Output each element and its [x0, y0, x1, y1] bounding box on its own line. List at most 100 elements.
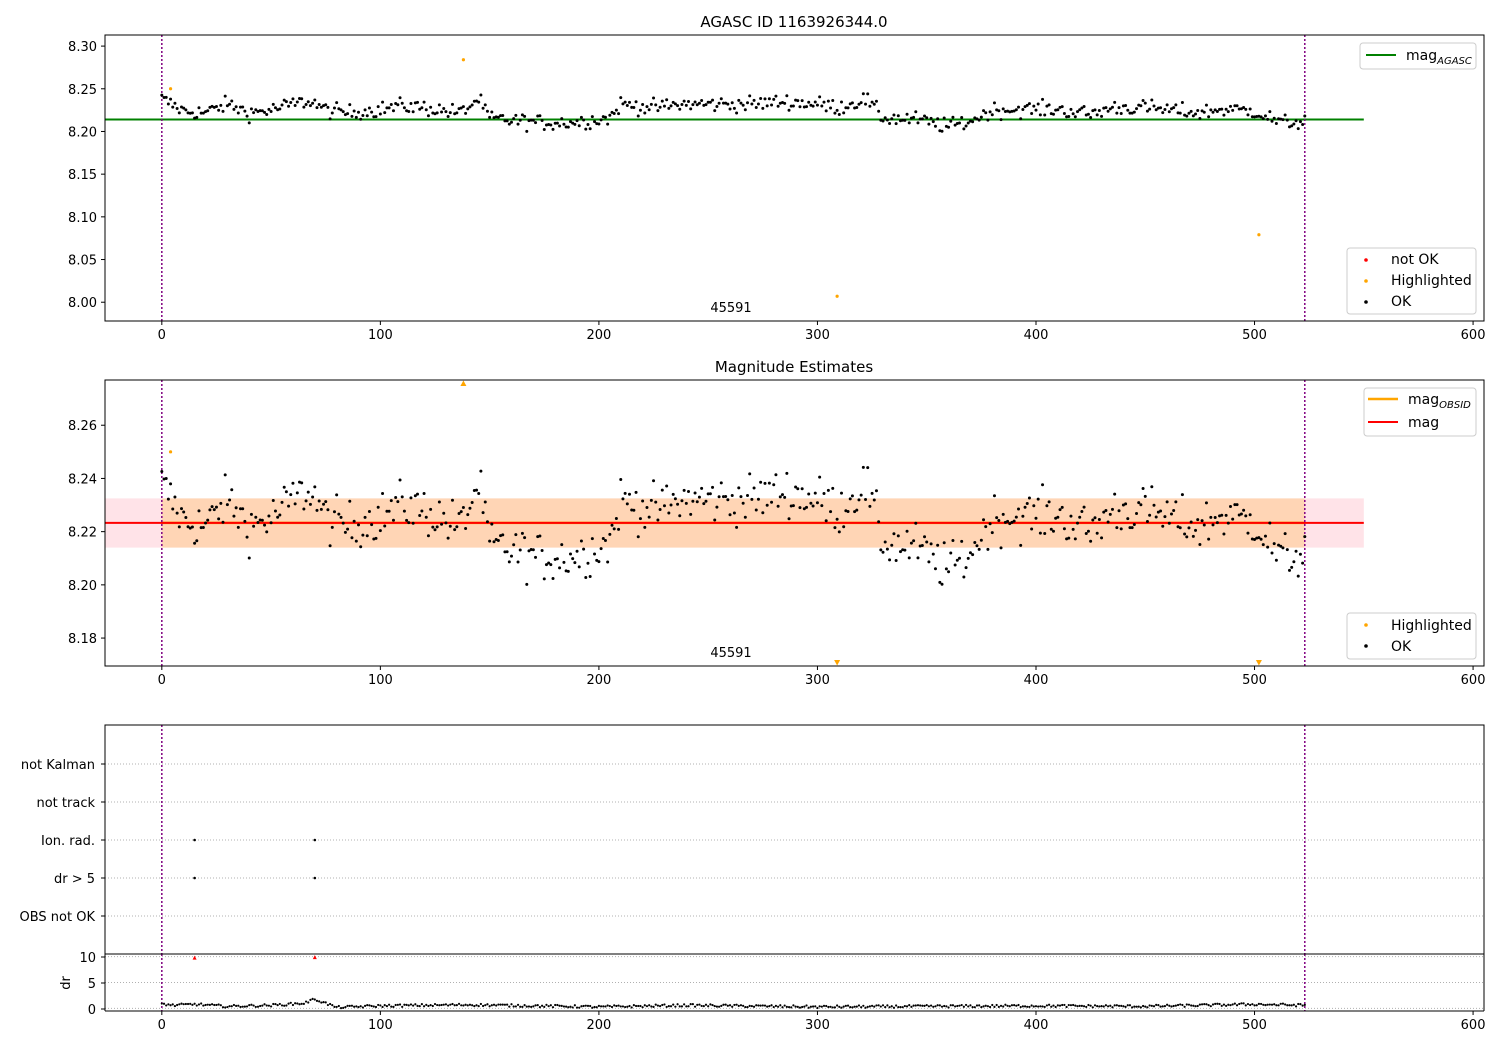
ok-point [641, 499, 645, 503]
dr-point [1222, 1003, 1226, 1006]
dr-point [840, 1006, 843, 1009]
ok-point [912, 115, 916, 119]
ok-point [1294, 549, 1298, 553]
dr-point [962, 1005, 965, 1008]
dr-point [1019, 1005, 1022, 1009]
dr-point [691, 1003, 694, 1006]
ok-point [1089, 115, 1093, 119]
ok-point [1274, 122, 1278, 126]
dr-point [903, 1004, 906, 1008]
ok-point [1274, 558, 1278, 562]
ok-point [617, 527, 621, 531]
dr-point [540, 1004, 544, 1007]
dr-point [803, 1005, 806, 1008]
ok-point [512, 117, 516, 121]
ok-point [868, 104, 872, 108]
ok-point [1253, 538, 1257, 542]
ok-point [754, 105, 758, 109]
dr-point [1085, 1005, 1088, 1009]
ok-point [1167, 521, 1171, 525]
ok-point [628, 100, 632, 104]
ok-point [853, 510, 857, 514]
ok-point [514, 533, 518, 537]
ok-point [284, 100, 288, 104]
dr-point [595, 1006, 598, 1009]
ok-point [905, 529, 909, 533]
dr-point [442, 1003, 445, 1006]
dr-point [1288, 1004, 1291, 1007]
dr-point [449, 1003, 452, 1006]
ok-point [885, 547, 889, 551]
ok-point [461, 505, 465, 509]
ok-point [1220, 107, 1224, 111]
ok-point [1086, 112, 1090, 116]
panel1-xtick-label-400: 400 [1024, 328, 1049, 343]
dr-point [1216, 1002, 1219, 1005]
ok-point [697, 495, 701, 499]
ok-point [1128, 111, 1132, 115]
ok-point [265, 112, 269, 116]
ok-point [160, 470, 164, 474]
ok-point [691, 499, 695, 503]
ok-point [1172, 106, 1176, 110]
dr-point [919, 1004, 922, 1007]
ok-point [990, 113, 994, 117]
ok-point [1180, 101, 1184, 105]
ok-point [544, 563, 548, 567]
ok-point [1078, 515, 1082, 519]
ok-point [855, 508, 859, 512]
ok-point [1043, 531, 1047, 535]
ok-point [1196, 109, 1200, 113]
ok-point [551, 577, 555, 581]
dr-point [471, 1004, 474, 1007]
ok-point [881, 119, 885, 123]
ok-point [317, 499, 321, 503]
dr-point [361, 1006, 364, 1009]
dr-point [733, 1003, 736, 1007]
ok-point [315, 508, 319, 512]
ok-point [1141, 99, 1145, 103]
panel1-ytick-label-8.15: 8.15 [68, 168, 97, 183]
ok-point [673, 497, 677, 501]
dr-point [1074, 1004, 1077, 1007]
panel1-title: AGASC ID 1163926344.0 [700, 13, 887, 31]
ok-point [929, 542, 933, 546]
ok-point [829, 106, 833, 110]
ok-point [564, 125, 568, 129]
ok-point [774, 94, 778, 98]
ok-point [966, 121, 970, 125]
ok-point [1204, 103, 1208, 107]
dr-point [868, 1005, 871, 1008]
ok-point [787, 108, 791, 112]
ok-point [549, 563, 553, 567]
dr-point [1135, 1005, 1138, 1008]
dr-point [1229, 1004, 1232, 1007]
dr-point [1087, 1003, 1090, 1007]
dr-point [547, 1005, 550, 1008]
dr-point [508, 1005, 511, 1008]
ok-point [1255, 114, 1259, 118]
dr-point [593, 1005, 596, 1009]
ok-point [944, 567, 948, 571]
dr-point [173, 1004, 177, 1008]
ok-point [1270, 119, 1274, 123]
ok-point [496, 115, 500, 119]
ok-point [1222, 113, 1226, 117]
ok-point [1257, 536, 1261, 540]
ok-point [461, 105, 465, 109]
ok-point [1200, 519, 1204, 523]
dr-point [752, 1005, 756, 1008]
dr-point [746, 1005, 749, 1009]
ok-point [1012, 519, 1016, 523]
ok-point [1060, 105, 1064, 109]
ok-point [796, 99, 800, 103]
ok-point [573, 122, 577, 126]
ok-point [752, 486, 756, 490]
ok-point [962, 575, 966, 579]
legend-ok-label: OK [1391, 639, 1412, 655]
ok-point [1161, 524, 1165, 528]
dr-point [379, 1004, 382, 1007]
ok-point [704, 499, 708, 503]
ok-point [374, 115, 378, 119]
dr-point [862, 1004, 865, 1007]
